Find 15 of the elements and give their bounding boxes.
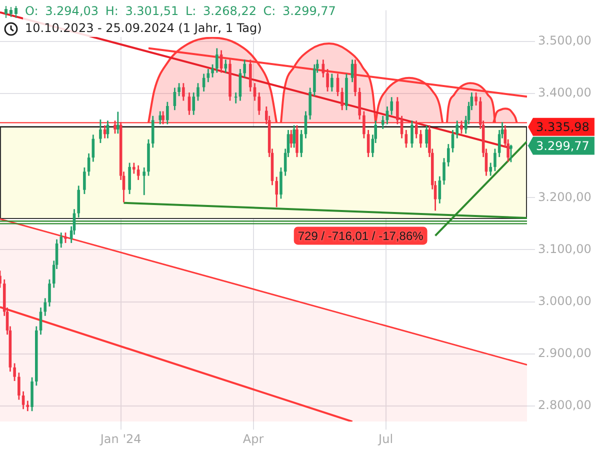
text: 10.10.2023 - 25.09.2024 (1 Jahr, 1 Tag) — [23, 20, 264, 37]
x-tick-label: Apr — [242, 432, 264, 446]
chart-title: O: 3.294,03 H: 3.301,51 L: 3.268,22 C: 3.299,77 — [23, 3, 338, 20]
x-tick-label: Jan '24 — [99, 432, 142, 446]
ref-line-label: 3.335,98 — [536, 120, 590, 134]
y-tick-label: 3.400,00 — [538, 86, 592, 100]
y-tick-label: 2.800,00 — [538, 398, 592, 412]
y-tick-label: 3.500,00 — [538, 34, 592, 48]
y-tick-label: 3.100,00 — [538, 242, 592, 256]
y-tick-label: 3.000,00 — [538, 294, 592, 308]
annotation: 3.299,77 — [536, 138, 590, 153]
annotation: 729 / -716,01 / -17,86% — [298, 229, 424, 243]
y-tick-label: 2.900,00 — [538, 346, 592, 360]
x-tick-label: Jul — [378, 432, 394, 446]
y-tick-label: 3.200,00 — [538, 190, 592, 204]
